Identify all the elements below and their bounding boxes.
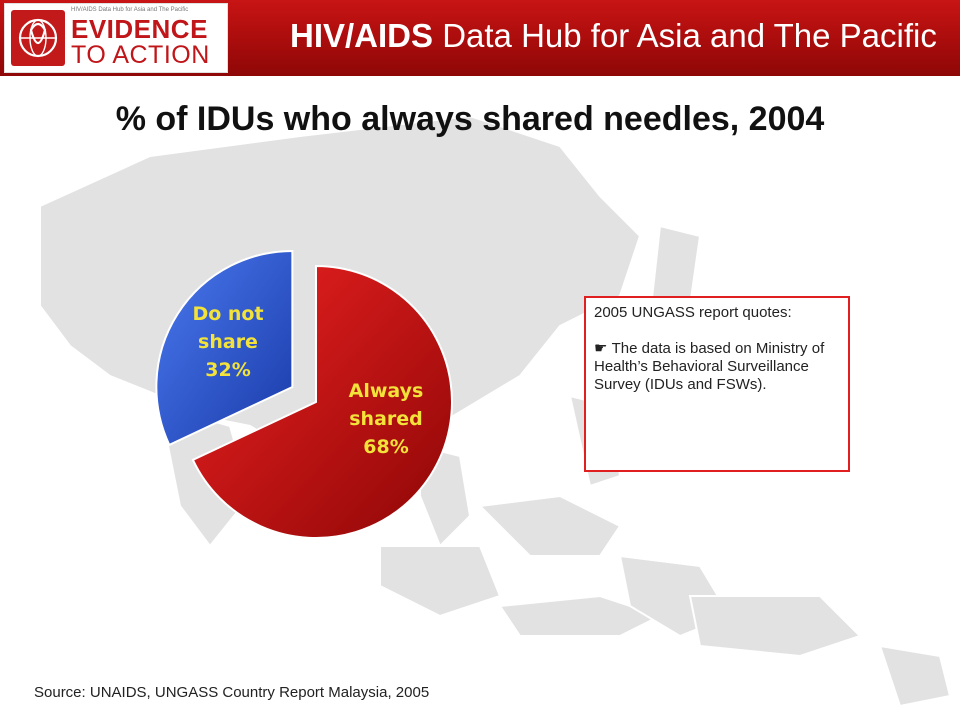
logo-to-action-text: TO ACTION xyxy=(71,41,210,69)
note-line2-text: The data is based on Ministry of Health’… xyxy=(594,340,825,393)
un-emblem-icon xyxy=(11,10,65,66)
source-citation: Source: UNAIDS, UNGASS Country Report Ma… xyxy=(34,684,430,701)
slice-label-always-shared-line1: Always xyxy=(349,380,424,402)
logo-small-text: HIV/AIDS Data Hub for Asia and The Pacif… xyxy=(71,7,189,13)
ungass-note-box: 2005 UNGASS report quotes: ☛ The data is… xyxy=(584,296,850,472)
pie-chart: Do not share 32% Always shared 68% xyxy=(155,249,453,539)
slice-label-do-not-share-line2: share xyxy=(198,331,258,353)
page-title: % of IDUs who always shared needles, 200… xyxy=(115,100,825,138)
slice-label-do-not-share-line1: Do not xyxy=(192,303,263,325)
slice-label-always-shared-line2: shared xyxy=(349,408,423,430)
note-line1: 2005 UNGASS report quotes: xyxy=(594,304,792,321)
header-title-bold: HIV/AIDS xyxy=(290,17,434,54)
header-title-rest: Data Hub for Asia and The Pacific xyxy=(433,17,937,54)
pie-slice-do-not-share xyxy=(155,249,294,447)
note-line2: ☛ The data is based on Ministry of Healt… xyxy=(594,340,842,394)
header-title: HIV/AIDS Data Hub for Asia and The Pacif… xyxy=(290,16,937,56)
header-banner: HIV/AIDS Data Hub for Asia and The Pacif… xyxy=(0,0,960,76)
slice-label-do-not-share-percent: 32% xyxy=(205,359,250,381)
pie-slice-always-shared xyxy=(191,264,453,539)
logo: HIV/AIDS Data Hub for Asia and The Pacif… xyxy=(4,3,228,73)
slice-label-always-shared-percent: 68% xyxy=(363,436,408,458)
logo-evidence-text: EVIDENCE xyxy=(71,14,208,44)
pointing-hand-icon: ☛ xyxy=(594,340,608,357)
